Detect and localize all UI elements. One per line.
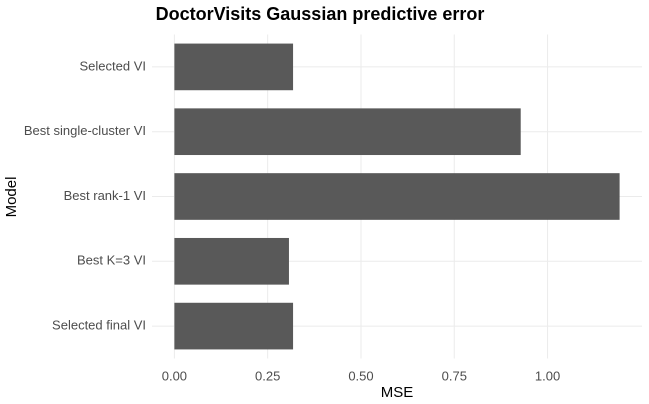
- bar: [174, 108, 521, 156]
- x-axis-title: MSE: [381, 384, 414, 401]
- y-axis-title: Model: [3, 177, 20, 218]
- x-tick-label: 0.25: [255, 368, 280, 383]
- x-tick-label: 0.00: [162, 368, 187, 383]
- y-tick-label: Selected VI: [80, 58, 147, 73]
- bar: [174, 302, 294, 350]
- y-tick-label: Best K=3 VI: [77, 253, 146, 268]
- x-tick-label: 0.50: [348, 368, 373, 383]
- x-tick-label: 0.75: [442, 368, 467, 383]
- chart-title: DoctorVisits Gaussian predictive error: [156, 4, 485, 24]
- y-tick-label: Best rank-1 VI: [64, 188, 146, 203]
- x-tick-label: 1.00: [535, 368, 560, 383]
- bar: [174, 173, 620, 220]
- y-tick-label: Best single-cluster VI: [24, 123, 146, 138]
- y-tick-label: Selected final VI: [52, 318, 146, 333]
- bar: [174, 43, 294, 91]
- bar: [174, 237, 289, 285]
